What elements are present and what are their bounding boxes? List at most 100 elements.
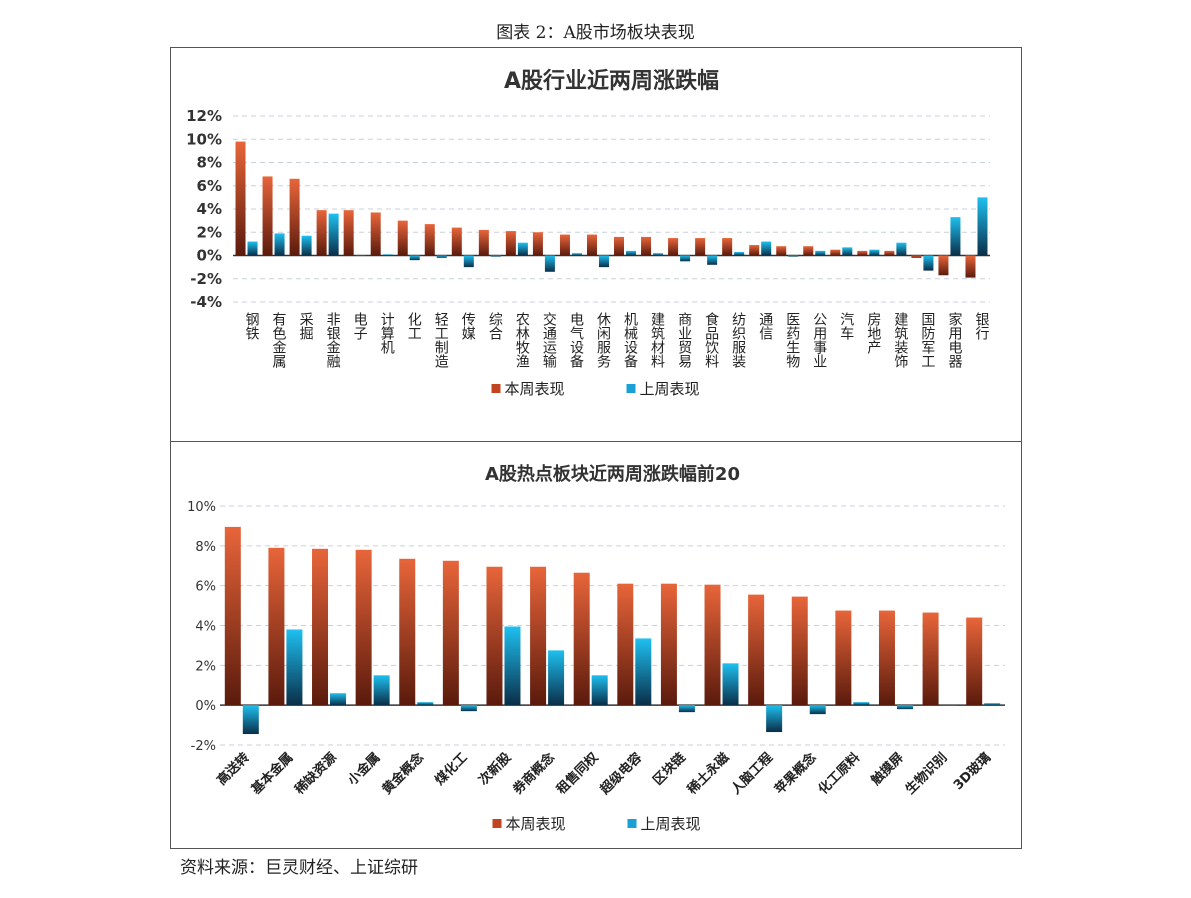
y-tick-label: 0% (197, 247, 222, 265)
bar-this-week (505, 231, 516, 256)
bar-this-week (532, 232, 543, 256)
y-tick-label: 6% (197, 177, 222, 195)
bar-this-week (776, 246, 787, 256)
y-tick-label: 2% (197, 223, 222, 241)
bar-last-week (436, 255, 447, 258)
x-tick-label: 苹果概念 (771, 750, 819, 798)
chart-title: A股行业近两周涨跌幅 (504, 68, 719, 94)
bar-this-week (911, 255, 922, 258)
x-tick-label: 区块链 (650, 749, 690, 789)
bar-last-week (517, 242, 528, 256)
bar-this-week (695, 238, 706, 256)
bar-last-week (940, 705, 957, 706)
y-tick-label: 0% (195, 699, 216, 714)
legend-swatch (491, 384, 501, 393)
y-tick-label: 10% (186, 130, 222, 148)
bar-last-week (626, 250, 637, 256)
y-tick-label: 10% (187, 500, 216, 515)
x-tick-label: 黄金概念 (379, 750, 427, 798)
x-tick-label: 计算机 (379, 312, 395, 355)
bar-last-week (869, 249, 880, 256)
bar-last-week (734, 252, 745, 256)
bar-this-week (857, 250, 868, 256)
x-tick-label: 化工 (406, 312, 422, 340)
bar-last-week (274, 233, 285, 256)
x-tick-label: 商业贸易 (676, 312, 692, 368)
x-tick-label: 次新股 (475, 750, 514, 789)
bar-this-week (617, 583, 634, 706)
bar-this-week (938, 255, 949, 276)
bar-this-week (641, 236, 652, 256)
bar-this-week (835, 610, 852, 706)
bar-last-week (463, 255, 474, 268)
chart-title: A股热点板块近两周涨跌幅前20 (485, 463, 740, 485)
x-tick-label: 有色金属 (271, 312, 287, 368)
bar-last-week (761, 241, 772, 256)
bar-this-week (704, 584, 721, 706)
bar-last-week (680, 255, 691, 262)
x-tick-label: 农林牧渔 (514, 312, 530, 368)
x-tick-label: 钢铁 (244, 312, 260, 340)
bar-last-week (950, 217, 961, 256)
x-tick-label: 国防军工 (919, 312, 935, 368)
bar-last-week (301, 235, 312, 256)
bar-last-week (382, 254, 393, 256)
bar-last-week (242, 705, 259, 735)
bar-last-week (923, 255, 934, 271)
bar-this-week (486, 566, 503, 706)
bar-this-week (668, 238, 679, 256)
figure-caption: 图表 2：A股市场板块表现 (496, 23, 695, 43)
bar-this-week (312, 548, 329, 706)
y-tick-label: -4% (190, 293, 222, 311)
legend-swatch (492, 819, 502, 828)
bar-this-week (268, 547, 285, 706)
bar-this-week (830, 249, 841, 256)
bar-last-week (417, 702, 434, 706)
bar-this-week (289, 178, 300, 256)
bar-this-week (791, 596, 808, 706)
x-tick-label: 医药生物 (784, 312, 800, 369)
bar-this-week (966, 617, 983, 706)
bar-this-week (803, 246, 814, 256)
x-tick-label: 超级电容 (597, 750, 645, 798)
bar-last-week (707, 255, 718, 265)
bar-this-week (748, 594, 765, 706)
bar-this-week (614, 236, 625, 256)
bar-this-week (478, 229, 489, 256)
x-tick-label: 家用电器 (946, 311, 962, 368)
x-tick-label: 汽车 (838, 312, 854, 340)
x-tick-label: 基本金属 (247, 750, 296, 799)
bar-last-week (788, 255, 799, 257)
bar-this-week (262, 176, 273, 256)
x-tick-label: 券商概念 (509, 750, 558, 799)
bar-this-week (660, 583, 677, 706)
bar-this-week (749, 245, 760, 256)
bar-this-week (965, 255, 976, 278)
y-tick-label: 4% (197, 200, 222, 218)
bar-last-week (504, 626, 521, 706)
y-tick-label: 12% (186, 107, 222, 125)
x-tick-label: 公用事业 (811, 312, 827, 368)
legend-label: 本周表现 (506, 815, 566, 833)
bar-this-week (442, 560, 459, 706)
x-tick-label: 建筑装饰 (892, 312, 908, 368)
legend-label: 上周表现 (640, 380, 700, 398)
x-tick-label: 通信 (757, 312, 773, 340)
x-tick-label: 机械设备 (622, 312, 638, 368)
bar-this-week (530, 566, 547, 706)
bar-last-week (853, 702, 870, 706)
bar-last-week (460, 705, 477, 712)
x-tick-label: 触摸屏 (867, 750, 907, 790)
x-tick-label: 非银金融 (325, 312, 341, 368)
chart-divider (170, 441, 1021, 442)
x-tick-label: 采掘 (298, 312, 314, 340)
bar-this-week (559, 234, 570, 256)
bar-this-week (884, 250, 895, 256)
bar-last-week (984, 703, 1001, 706)
bar-last-week (490, 255, 501, 257)
y-tick-label: 4% (195, 620, 216, 635)
x-tick-label: 化工原料 (815, 750, 863, 798)
bar-this-week (451, 227, 462, 256)
y-tick-label: -2% (191, 739, 216, 754)
